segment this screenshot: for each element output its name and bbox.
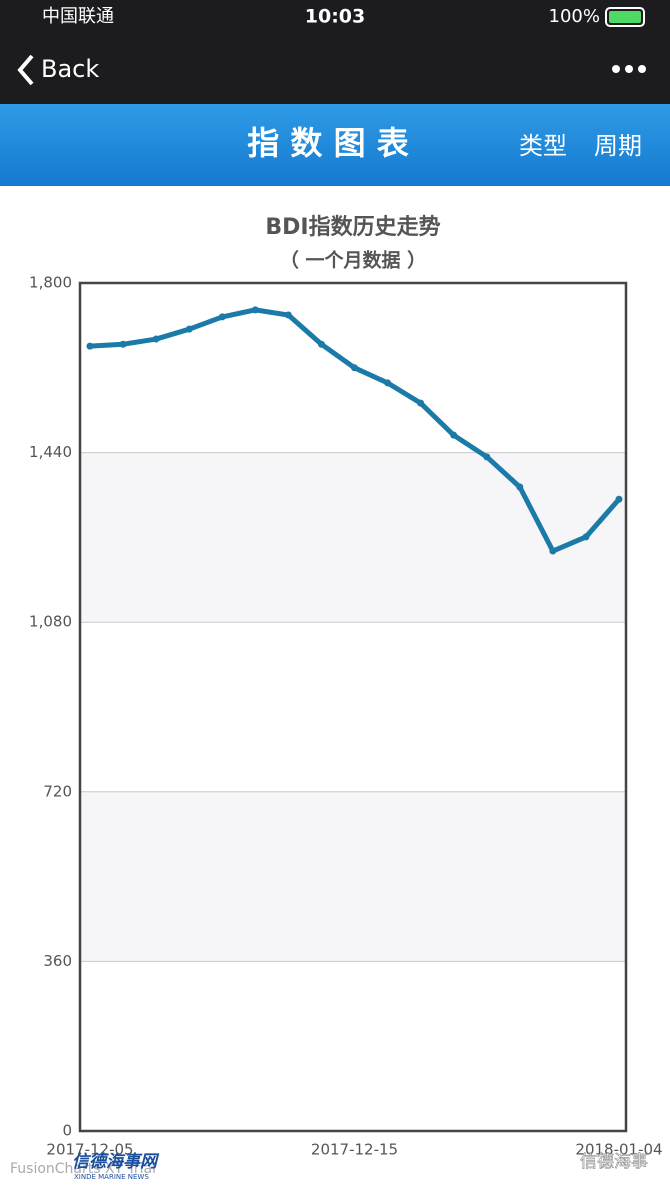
logo-cn: 信德海事网 [72,1152,160,1172]
type-button[interactable]: 类型 [519,132,567,160]
data-point [450,431,458,439]
time: 10:03 [305,6,365,28]
x-tick-label: 2017-12-05 [46,1141,133,1159]
data-point [119,340,127,348]
y-tick-label: 1,800 [29,274,72,292]
data-point [483,453,491,461]
battery-level [609,11,641,23]
header-title: 指 数 图 表 [247,124,408,162]
carrier: 中国联通 [42,6,114,27]
top-bar-bg [0,0,670,104]
back-icon[interactable] [17,54,34,86]
data-point [185,325,193,333]
data-point [516,483,524,491]
plot-frame [78,281,628,1133]
more-menu[interactable] [612,65,646,73]
logo-en: XINDE MARINE NEWS [74,1173,149,1181]
data-point [251,306,259,314]
x-tick-label: 2017-12-15 [311,1141,398,1159]
chart-subtitle: （ 一个月数据 ） [280,249,426,272]
grid-band [80,791,626,962]
data-point [317,340,325,348]
y-tick-label: 720 [43,782,72,800]
data-point [384,379,392,387]
battery: 100% [549,6,600,27]
trial-watermark: FusionCharts XT Trial [10,1161,156,1177]
data-point [615,495,623,503]
data-point [284,311,292,319]
plot: 0 360 720 1,080 1,440 1,800 2017-12-05 2017-12-… [29,274,663,1159]
account-watermark: 信德海事 [580,1152,648,1172]
chart-title: BDI指数历史走势 [265,214,440,240]
y-tick-label: 0 [62,1122,72,1140]
data-point [417,399,425,407]
data-point [218,313,226,321]
data-point [549,547,557,555]
header-bg [0,104,670,186]
data-point [86,342,94,350]
x-tick-label: 2018-01-04 [575,1141,662,1159]
y-tick-label: 360 [43,952,72,970]
grid-band [80,452,626,623]
battery-icon [605,7,645,27]
y-tick-label: 1,440 [29,443,72,461]
data-point [351,364,358,372]
data-point [582,533,590,541]
period-button[interactable]: 周期 [594,132,642,160]
y-tick-label: 1,080 [29,613,72,631]
back-button[interactable]: Back [41,55,99,83]
data-point [152,335,160,343]
